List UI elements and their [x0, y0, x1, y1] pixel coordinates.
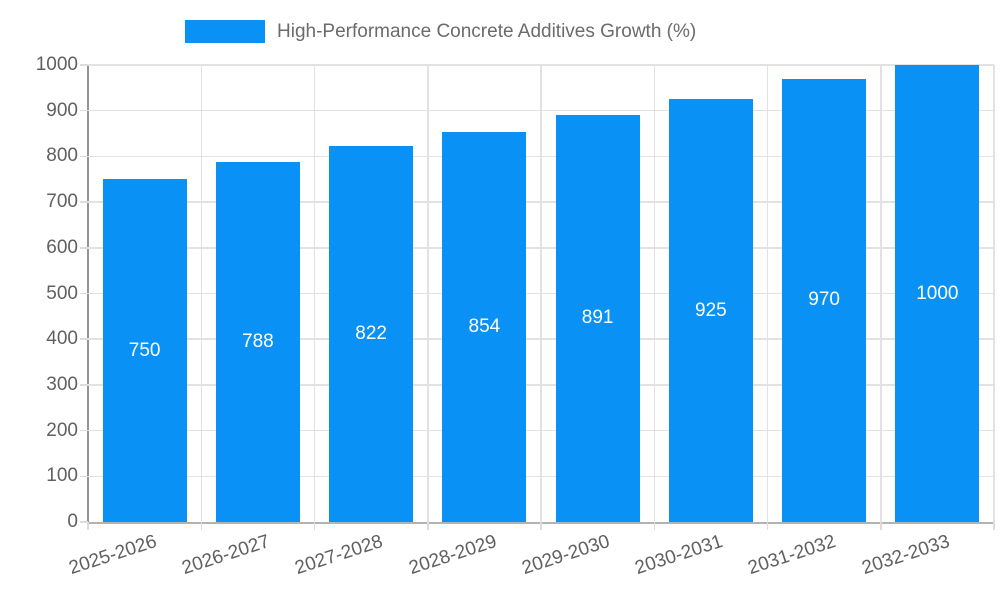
bar: 750: [102, 179, 187, 522]
x-tick: [993, 522, 995, 530]
x-grid-line: [313, 65, 316, 522]
x-grid-line: [880, 65, 882, 522]
legend-swatch: [185, 20, 265, 43]
bar: 925: [668, 99, 753, 522]
x-tick: [427, 522, 429, 530]
bar: 1000: [895, 65, 980, 522]
bar-value-label: 970: [808, 289, 840, 311]
y-tick: [80, 64, 88, 66]
y-tick: [80, 521, 88, 523]
y-tick-label: 0: [67, 511, 78, 532]
y-tick: [80, 155, 88, 158]
x-category-label: 2030-2031: [632, 531, 726, 580]
x-grid-line: [653, 65, 655, 522]
bar-value-label: 822: [355, 323, 387, 345]
y-tick-label: 200: [46, 419, 78, 441]
y-tick: [80, 247, 88, 249]
y-tick-label: 300: [46, 373, 78, 395]
y-tick: [80, 201, 88, 203]
y-tick-label: 800: [46, 145, 78, 167]
y-tick-label: 400: [46, 328, 78, 350]
bar-value-label: 925: [695, 299, 727, 321]
bar: 891: [555, 114, 640, 522]
bar: 970: [782, 78, 867, 522]
bar-value-label: 1000: [916, 282, 959, 304]
y-tick-label: 600: [46, 236, 78, 258]
x-grid-line: [540, 65, 542, 522]
x-category-label: 2029-2030: [519, 531, 613, 580]
y-tick: [80, 429, 88, 432]
x-tick: [540, 522, 542, 530]
y-tick-label: 700: [46, 191, 78, 213]
x-grid-line: [766, 65, 769, 522]
x-category-label: 2032-2033: [858, 531, 952, 580]
x-tick: [766, 522, 769, 530]
x-grid-line: [427, 65, 429, 522]
x-grid-line: [200, 65, 202, 522]
y-tick: [80, 292, 88, 295]
x-category-label: 2026-2027: [179, 531, 273, 580]
bar: 822: [329, 146, 414, 522]
x-category-label: 2025-2026: [66, 531, 160, 580]
bar-value-label: 788: [242, 330, 274, 352]
y-tick: [80, 338, 88, 340]
x-category-label: 2031-2032: [745, 531, 839, 580]
x-tick: [653, 522, 655, 530]
bar-value-label: 854: [468, 315, 501, 337]
x-category-label: 2028-2029: [405, 531, 499, 580]
y-tick: [80, 475, 88, 478]
x-category-label: 2027-2028: [292, 531, 386, 580]
y-tick: [80, 109, 88, 112]
y-tick-label: 900: [46, 99, 78, 121]
bar: 854: [442, 131, 527, 522]
bar: 788: [215, 161, 300, 522]
y-tick-label: 500: [46, 282, 78, 304]
y-tick: [80, 384, 88, 386]
legend-label: High-Performance Concrete Additives Grow…: [277, 21, 697, 42]
y-tick-label: 1000: [35, 54, 78, 75]
x-tick: [880, 522, 882, 530]
x-tick: [87, 522, 89, 530]
bar-value-label: 891: [581, 307, 614, 329]
x-tick: [200, 522, 202, 530]
y-tick-label: 100: [46, 465, 78, 487]
x-grid-line: [993, 65, 995, 522]
bar-value-label: 750: [128, 339, 161, 361]
x-tick: [313, 522, 316, 530]
